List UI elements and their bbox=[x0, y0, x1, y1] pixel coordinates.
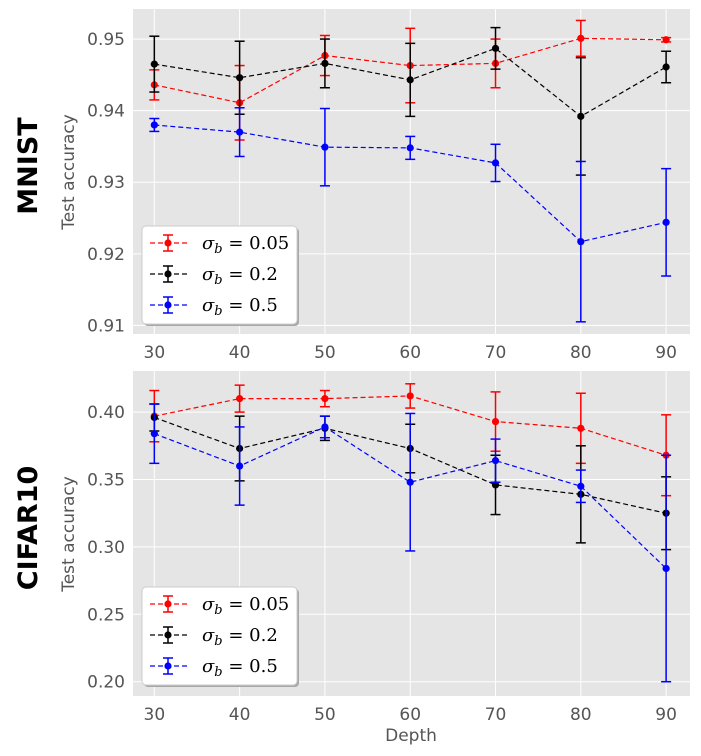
data-point bbox=[406, 144, 414, 152]
data-point bbox=[577, 482, 585, 490]
series-0.2 bbox=[149, 26, 672, 176]
y-ticks-mnist: 0.91 0.92 0.93 0.94 0.95 bbox=[87, 30, 125, 336]
legend-box bbox=[141, 225, 298, 325]
x-tick-label: 60 bbox=[399, 705, 421, 725]
data-point bbox=[577, 112, 585, 120]
y-tick-label: 0.92 bbox=[87, 245, 125, 265]
legend-label: σb = 0.2 bbox=[202, 264, 278, 288]
legend-cifar10: σb = 0.05 σb = 0.2 σb = 0.5 bbox=[141, 586, 299, 687]
y-tick-label: 0.25 bbox=[87, 605, 125, 625]
legend-entry: σb = 0.05 bbox=[150, 594, 289, 618]
data-point bbox=[406, 478, 414, 486]
data-point bbox=[236, 395, 244, 403]
legend-label: σb = 0.5 bbox=[202, 656, 278, 680]
legend-label: σb = 0.05 bbox=[202, 233, 289, 257]
data-point bbox=[406, 76, 414, 84]
series-0.5 bbox=[149, 107, 672, 323]
data-point bbox=[321, 143, 329, 151]
x-ticks-mnist: 30 40 50 60 70 80 90 bbox=[144, 343, 677, 363]
data-point bbox=[321, 59, 329, 68]
x-tick-label: 80 bbox=[570, 343, 592, 363]
y-tick-label: 0.91 bbox=[87, 316, 125, 336]
data-point bbox=[491, 457, 500, 465]
legend-label: σb = 0.5 bbox=[202, 295, 278, 319]
data-point bbox=[150, 60, 158, 68]
y-ticks-cifar10: 0.20 0.25 0.30 0.35 0.40 bbox=[87, 403, 125, 693]
data-point bbox=[150, 430, 158, 438]
x-tick-label: 60 bbox=[399, 343, 421, 363]
legend-entry: σb = 0.2 bbox=[150, 264, 278, 288]
data-point bbox=[491, 159, 500, 167]
legend-label: σb = 0.05 bbox=[202, 594, 289, 618]
data-point bbox=[236, 462, 244, 470]
x-tick-label: 90 bbox=[655, 705, 677, 725]
x-tick-label: 30 bbox=[144, 343, 166, 363]
series-cifar10 bbox=[149, 383, 672, 683]
x-tick-label: 80 bbox=[570, 705, 592, 725]
data-point bbox=[321, 395, 329, 403]
y-tick-label: 0.35 bbox=[87, 471, 125, 491]
x-tick-label: 40 bbox=[229, 343, 251, 363]
data-point bbox=[662, 63, 670, 71]
x-tick-label: 70 bbox=[485, 343, 507, 363]
data-point bbox=[491, 481, 500, 489]
data-point bbox=[406, 392, 414, 400]
data-point bbox=[491, 417, 500, 426]
data-point bbox=[577, 238, 585, 246]
x-tick-label: 30 bbox=[144, 705, 166, 725]
data-point bbox=[577, 424, 585, 432]
x-tick-label: 40 bbox=[229, 705, 251, 725]
data-point bbox=[236, 128, 244, 136]
x-tick-label: 70 bbox=[485, 705, 507, 725]
y-tick-label: 0.20 bbox=[87, 673, 125, 693]
data-point bbox=[662, 564, 670, 573]
y-tick-label: 0.30 bbox=[87, 538, 125, 558]
data-point bbox=[236, 74, 244, 82]
data-point bbox=[662, 36, 670, 44]
legend-label: σb = 0.2 bbox=[202, 625, 278, 649]
y-axis-label-mnist: Test accuracy bbox=[59, 114, 79, 231]
legend-entry: σb = 0.5 bbox=[150, 295, 278, 319]
y-axis-label-cifar10: Test accuracy bbox=[59, 476, 79, 593]
y-tick-label: 0.94 bbox=[87, 102, 125, 122]
series-mnist bbox=[149, 19, 672, 323]
series-0.5 bbox=[149, 403, 672, 683]
legend-box bbox=[141, 586, 298, 686]
y-tick-label: 0.95 bbox=[87, 30, 125, 50]
x-axis-label-cifar10: Depth bbox=[385, 726, 437, 746]
legend-entry: σb = 0.2 bbox=[150, 625, 278, 649]
data-point bbox=[491, 44, 500, 52]
y-tick-label: 0.93 bbox=[87, 173, 125, 193]
x-tick-label: 50 bbox=[314, 705, 336, 725]
data-point bbox=[662, 218, 670, 226]
data-point bbox=[321, 423, 329, 431]
legend-entry: σb = 0.05 bbox=[150, 233, 289, 257]
panel-mnist: 0.91 0.92 0.93 0.94 0.95 30 40 50 60 70 80 90 Test… bbox=[13, 9, 690, 363]
legend-entry: σb = 0.5 bbox=[150, 656, 278, 680]
row-label-cifar10: CIFAR10 bbox=[13, 466, 44, 590]
data-point bbox=[577, 34, 585, 42]
data-point bbox=[150, 121, 158, 129]
legend-mnist: σb = 0.05 σb = 0.2 σb = 0.5 bbox=[141, 225, 299, 326]
x-tick-label: 90 bbox=[655, 343, 677, 363]
x-tick-label: 50 bbox=[314, 343, 336, 363]
panel-cifar10: 0.20 0.25 0.30 0.35 0.40 30 40 50 60 70 80 90 Test… bbox=[13, 371, 690, 746]
x-ticks-cifar10: 30 40 50 60 70 80 90 bbox=[144, 705, 677, 725]
row-label-mnist: MNIST bbox=[13, 117, 44, 215]
y-tick-label: 0.40 bbox=[87, 403, 125, 423]
